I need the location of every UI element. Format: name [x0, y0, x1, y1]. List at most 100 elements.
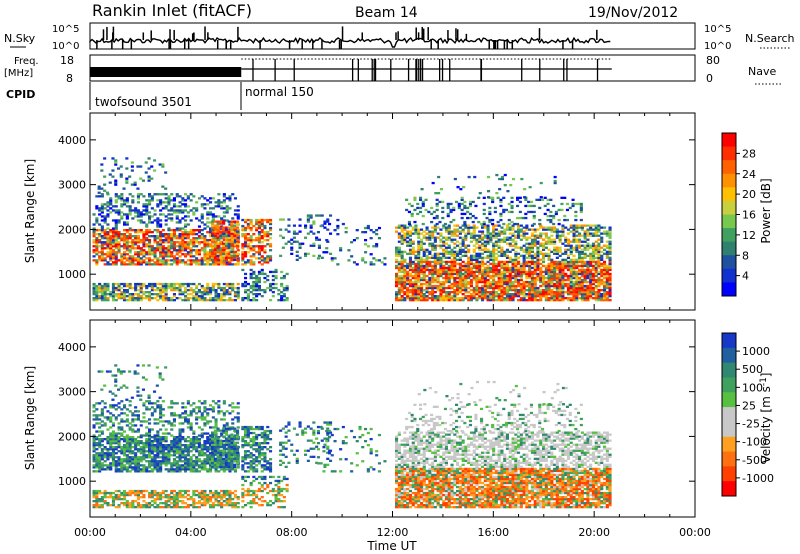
power-cell — [580, 250, 584, 253]
power-cell — [608, 274, 612, 278]
power-cell — [109, 199, 113, 202]
power-cell — [236, 226, 240, 229]
power-cell — [558, 240, 562, 243]
power-cell — [603, 280, 607, 284]
power-cell — [306, 232, 310, 235]
velocity-cell — [139, 452, 143, 455]
power-cell — [408, 250, 412, 253]
power-cell — [100, 295, 104, 298]
power-cell — [520, 177, 524, 181]
power-cell — [230, 246, 234, 249]
power-cell — [533, 236, 537, 239]
power-cell — [170, 241, 174, 244]
power-cell — [441, 210, 445, 214]
power-cell — [597, 256, 601, 259]
power-cell — [255, 229, 259, 232]
power-cell — [103, 231, 107, 234]
power-cell — [439, 274, 443, 278]
power-cell — [336, 218, 340, 222]
power-cell — [164, 253, 168, 256]
power-cell — [578, 291, 582, 294]
power-cell — [439, 282, 443, 286]
velocity-cell — [145, 446, 149, 449]
power-cell — [217, 235, 221, 238]
power-cell — [292, 236, 296, 239]
power-cell — [403, 278, 407, 282]
power-cell — [492, 293, 496, 296]
power-cell — [525, 252, 529, 255]
power-cell — [406, 295, 410, 298]
power-cell — [530, 272, 534, 276]
power-cell — [441, 206, 445, 210]
power-cell — [142, 243, 146, 246]
power-cell — [472, 270, 476, 274]
power-cell — [572, 272, 576, 276]
power-cell — [236, 291, 240, 294]
power-cell — [586, 268, 590, 272]
power-cell — [167, 227, 171, 230]
power-cell — [533, 289, 537, 292]
power-cell — [561, 272, 565, 276]
power-cell — [295, 250, 299, 253]
power-cell — [439, 293, 443, 296]
power-cell — [269, 245, 273, 248]
power-cell — [575, 228, 579, 231]
power-cell — [483, 280, 487, 284]
power-cell — [195, 291, 199, 294]
power-cell — [603, 226, 607, 229]
power-cell — [478, 252, 482, 255]
power-cell — [209, 213, 213, 216]
power-cell — [478, 246, 482, 249]
power-cell — [469, 270, 473, 274]
power-cell — [572, 266, 576, 270]
power-cell — [120, 211, 124, 214]
power-cell — [145, 223, 149, 226]
power-cell — [569, 289, 573, 292]
power-cell — [156, 247, 160, 250]
power-cell — [249, 299, 253, 302]
power-cell — [583, 260, 587, 264]
power-cell — [528, 293, 532, 296]
power-cell — [536, 274, 540, 278]
power-cell — [478, 291, 482, 294]
power-cell — [195, 253, 199, 256]
power-cell — [472, 274, 476, 278]
power-cell — [312, 220, 316, 223]
power-cell — [549, 210, 553, 214]
power-cell — [522, 293, 526, 296]
power-cell — [355, 229, 359, 232]
power-cell — [530, 293, 534, 296]
power-cell — [597, 291, 601, 294]
power-cell — [437, 175, 441, 179]
power-cell — [159, 219, 163, 222]
power-cell — [227, 234, 231, 237]
power-cell — [580, 278, 584, 282]
power-cell — [566, 238, 570, 241]
power-cell — [533, 276, 537, 280]
power-cell — [397, 224, 401, 227]
power-cell — [206, 211, 210, 214]
power-cell — [538, 206, 542, 210]
power-cell — [558, 272, 562, 276]
power-cell — [467, 268, 471, 272]
power-cell — [255, 282, 259, 286]
power-cell — [203, 237, 207, 240]
power-cell — [424, 208, 428, 212]
power-cell — [406, 244, 410, 247]
power-cell — [400, 260, 404, 264]
power-cell — [547, 252, 551, 255]
power-cell — [125, 259, 129, 262]
power-cell — [369, 263, 373, 266]
power-cell — [181, 245, 185, 248]
power-ytick-label: 1000 — [58, 268, 86, 281]
velocity-cell — [164, 460, 168, 463]
power-cell — [103, 243, 107, 246]
power-cell — [200, 213, 204, 216]
power-cell — [414, 299, 418, 302]
power-cell — [514, 286, 518, 290]
power-cell — [233, 213, 237, 216]
power-cell — [148, 284, 152, 288]
power-cell — [181, 282, 185, 286]
power-cell — [431, 284, 435, 288]
power-cell — [257, 235, 261, 238]
